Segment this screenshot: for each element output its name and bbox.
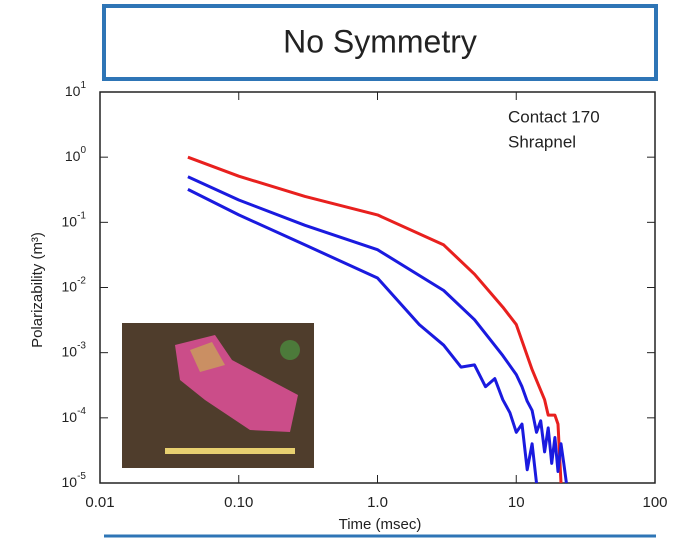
y-tick-exponent: 1 (80, 80, 86, 91)
y-tick-base: 10 (65, 148, 81, 164)
y-tick-label: 101 (65, 80, 87, 99)
title-box (102, 4, 658, 81)
y-tick-base: 10 (62, 213, 78, 229)
series-line (187, 175, 568, 484)
y-tick-label: 10-2 (62, 275, 87, 294)
x-tick-label: 10 (508, 494, 525, 511)
y-tick-exponent: 0 (80, 145, 86, 156)
y-tick-base: 10 (62, 409, 78, 425)
series-line (187, 188, 538, 484)
y-tick-base: 10 (65, 83, 81, 99)
y-tick-label: 10-5 (62, 471, 87, 490)
y-tick-exponent: -2 (77, 275, 86, 286)
y-tick-label: 10-3 (62, 340, 87, 359)
y-axis-label: Polarizability (m³) (29, 232, 46, 348)
x-tick-label: 0.01 (85, 494, 114, 511)
y-tick-exponent: -4 (77, 405, 86, 416)
y-tick-exponent: -3 (77, 340, 86, 351)
x-tick-label: 1.0 (367, 494, 388, 511)
annotation: Shrapnel (508, 132, 576, 151)
y-tick-label: 100 (65, 145, 87, 164)
x-tick-label: 0.10 (224, 494, 253, 511)
y-tick-base: 10 (62, 474, 78, 490)
series-line (187, 155, 563, 484)
x-axis-label: Time (msec) (339, 516, 422, 533)
y-tick-exponent: -5 (77, 471, 86, 482)
x-tick-label: 100 (642, 494, 667, 511)
y-tick-base: 10 (62, 278, 78, 294)
y-tick-exponent: -1 (77, 210, 86, 221)
y-tick-base: 10 (62, 343, 78, 359)
annotation: Contact 170 (508, 107, 600, 126)
chart-title: No Symmetry (283, 23, 477, 59)
y-tick-label: 10-1 (62, 210, 87, 229)
photo-inset (122, 323, 314, 468)
y-tick-label: 10-4 (62, 405, 87, 424)
